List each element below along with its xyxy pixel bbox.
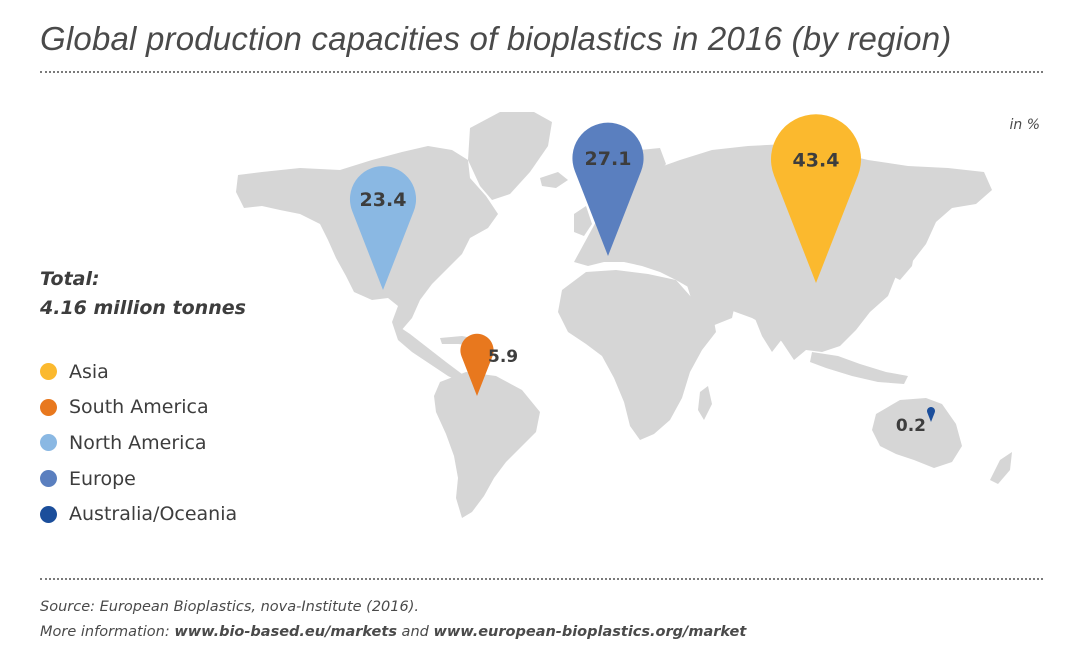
- value-label-north-america: 23.4: [360, 189, 407, 211]
- legend-swatch-europe: [40, 470, 57, 488]
- central-america-landmass: [392, 322, 470, 384]
- marker-europe: [572, 122, 644, 256]
- more-info-line: More information: www.bio-based.eu/marke…: [40, 620, 746, 645]
- arabia-landmass: [686, 282, 736, 326]
- legend-swatch-asia: [40, 363, 57, 381]
- eurasia-landmass: [574, 144, 992, 360]
- legend: Asia South America North America Europe …: [40, 354, 237, 532]
- value-label-south-america: 5.9: [488, 347, 518, 367]
- total-block: Total: 4.16 million tonnes: [40, 265, 246, 323]
- legend-label-australia-oceania: Australia/Oceania: [69, 503, 238, 526]
- marker-asia: [771, 114, 861, 283]
- legend-swatch-north-america: [40, 434, 57, 452]
- australia-landmass: [872, 398, 962, 468]
- legend-swatch-australia-oceania: [40, 505, 57, 523]
- japan-landmass: [892, 238, 916, 280]
- more-info-prefix: More information:: [40, 624, 175, 640]
- new-zealand-landmass: [990, 452, 1012, 484]
- value-label-australia-oceania: 0.2: [896, 416, 926, 436]
- legend-label-north-america: North America: [69, 431, 207, 454]
- chart-title: Global production capacities of bioplast…: [40, 20, 952, 57]
- bottom-divider: [40, 578, 1043, 580]
- legend-label-south-america: South America: [69, 396, 209, 419]
- marker-north-america: [349, 166, 417, 290]
- link-european-bioplastics[interactable]: www.european-bioplastics.org/market: [433, 624, 747, 640]
- legend-label-asia: Asia: [69, 360, 109, 383]
- iceland-landmass: [540, 172, 568, 188]
- britain-landmass: [574, 206, 592, 236]
- value-label-europe: 27.1: [585, 148, 632, 170]
- marker-south-america: [460, 333, 494, 396]
- madagascar-landmass: [698, 386, 712, 420]
- source-line: Source: European Bioplastics, nova-Insti…: [40, 599, 419, 615]
- southeast-asia-islands: [810, 352, 908, 384]
- greenland-landmass: [468, 112, 552, 200]
- more-info-and: and: [396, 624, 434, 640]
- legend-item-south-america: South America: [40, 390, 237, 426]
- india-landmass: [752, 296, 798, 352]
- total-label: Total:: [40, 268, 100, 290]
- south-america-landmass: [434, 372, 540, 518]
- africa-landmass: [558, 270, 716, 440]
- region-markers: 43.4 5.9 23.4 27.1 0.2: [349, 114, 935, 436]
- total-value: 4.16 million tonnes: [40, 297, 246, 319]
- value-label-asia: 43.4: [793, 149, 840, 171]
- legend-item-australia-oceania: Australia/Oceania: [40, 496, 237, 532]
- legend-item-europe: Europe: [40, 461, 237, 497]
- link-bio-based[interactable]: www.bio-based.eu/markets: [174, 624, 397, 640]
- marker-australia-oceania: [927, 406, 935, 422]
- top-divider: [40, 71, 1043, 73]
- legend-label-europe: Europe: [69, 467, 136, 490]
- unit-label: in %: [1009, 117, 1040, 133]
- source-note: Source: European Bioplastics, nova-Insti…: [40, 595, 746, 645]
- legend-item-north-america: North America: [40, 425, 237, 461]
- legend-swatch-south-america: [40, 398, 57, 416]
- legend-item-asia: Asia: [40, 354, 237, 390]
